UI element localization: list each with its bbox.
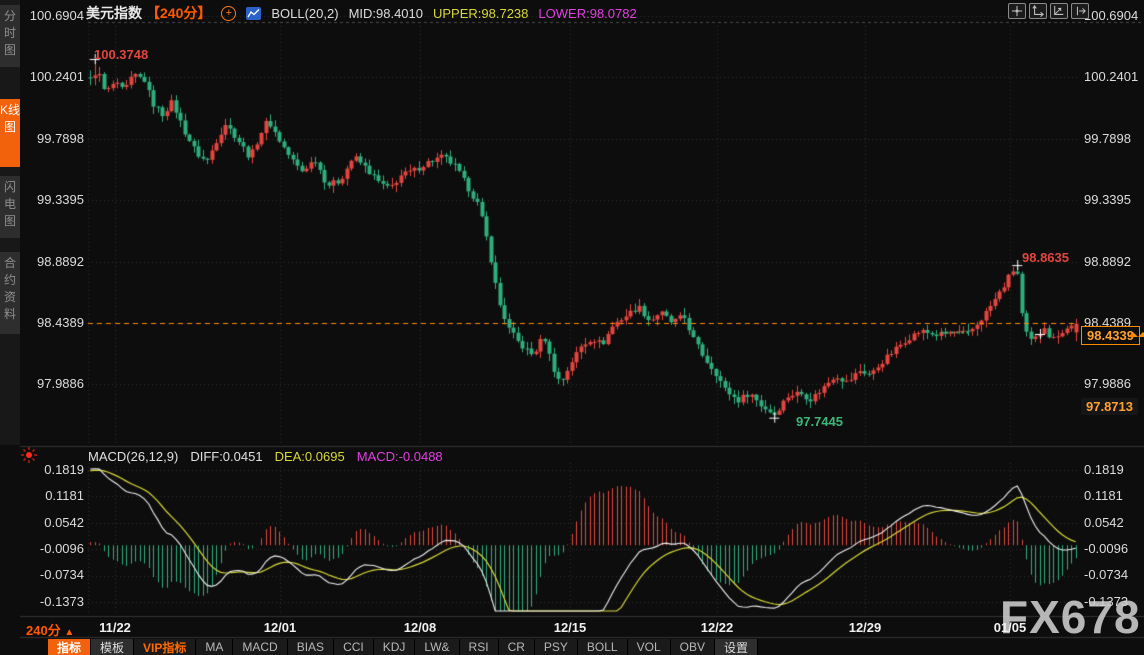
y-axis-label: 100.2401 — [29, 69, 84, 84]
toolbar-button-vol[interactable]: VOL — [627, 639, 671, 655]
x-axis-date: 11/22 — [99, 620, 131, 635]
boll-upper-value: UPPER:98.7238 — [433, 5, 529, 21]
x-axis-date: 12/22 — [700, 620, 734, 635]
sidebar-tab-time-chart[interactable]: 分时图 — [0, 5, 20, 67]
add-indicator-icon[interactable] — [221, 5, 237, 21]
date-axis: 240分 ▲ 11/22 12/01 12/08 12/15 12/22 12/… — [0, 618, 1144, 638]
macd-axis-label: -0.1373 — [39, 594, 84, 609]
macd-axis-label: -0.0734 — [1084, 567, 1129, 582]
toolbar-button-ma[interactable]: MA — [196, 639, 234, 655]
chart-style-icon[interactable] — [246, 6, 262, 20]
swing-low-label: 97.7445 — [796, 414, 843, 429]
axis-scale-left-icon[interactable] — [1029, 3, 1047, 19]
macd-value: MACD:-0.0488 — [356, 449, 443, 464]
toolbar-button-macd[interactable]: MACD — [233, 639, 288, 655]
y-axis-label: 98.8892 — [37, 254, 84, 269]
x-axis-date: 12/15 — [553, 620, 587, 635]
macd-axis-label: -0.0096 — [1084, 541, 1129, 556]
x-axis-date: 12/29 — [848, 620, 882, 635]
y-axis-label: 100.6904 — [29, 8, 84, 23]
toolbar-button-rsi[interactable]: RSI — [459, 639, 499, 655]
collapse-panel-icon[interactable] — [1071, 3, 1089, 19]
y-axis-label: 97.9886 — [1084, 376, 1131, 391]
alarm-icon[interactable] — [20, 446, 38, 464]
y-axis-label: 100.6904 — [1084, 8, 1139, 23]
band-low-badge: 97.8713 — [1081, 398, 1138, 415]
y-axis-label: 100.2401 — [1084, 69, 1139, 84]
macd-axis-label: 0.1819 — [44, 462, 84, 477]
x-axis-date: 12/01 — [263, 620, 297, 635]
swing-high-label: 100.3748 — [94, 47, 149, 62]
boll-lower-value: LOWER:98.0782 — [538, 5, 637, 21]
toolbar-button-psy[interactable]: PSY — [534, 639, 578, 655]
pan-icon[interactable] — [1008, 3, 1026, 19]
symbol-title: 美元指数 — [86, 5, 142, 21]
window-controls — [1008, 3, 1089, 19]
macd-axis-label: 0.1819 — [1084, 462, 1124, 477]
toolbar-button-boll[interactable]: BOLL — [577, 639, 628, 655]
macd-params-label[interactable]: MACD(26,12,9) — [88, 449, 179, 464]
boll-params-label[interactable]: BOLL(20,2) — [271, 5, 339, 21]
price-marker-icon[interactable] — [1128, 315, 1144, 337]
macd-diff-value: DIFF:0.0451 — [190, 449, 263, 464]
y-axis-label: 97.9886 — [37, 376, 84, 391]
macd-axis-label: 0.0542 — [1084, 515, 1124, 530]
y-axis-label: 98.8892 — [1084, 254, 1131, 269]
toolbar-button-kdj[interactable]: KDJ — [373, 639, 416, 655]
axis-scale-right-icon[interactable] — [1050, 3, 1068, 19]
toolbar-button-cr[interactable]: CR — [498, 639, 535, 655]
y-axis-label: 99.7898 — [37, 131, 84, 146]
y-axis-label: 99.7898 — [1084, 131, 1131, 146]
toolbar-button-lw[interactable]: LW& — [415, 639, 460, 655]
macd-axis-label: 0.1181 — [1084, 488, 1123, 503]
boll-mid-value: MID:98.4010 — [348, 5, 423, 21]
toolbar-button-bias[interactable]: BIAS — [287, 639, 335, 655]
sidebar-tab-kline-chart[interactable]: K线图 — [0, 99, 20, 167]
macd-dea-value: DEA:0.0695 — [274, 449, 345, 464]
period-badge[interactable]: 【240分】 — [146, 5, 212, 21]
toolbar-button-obv[interactable]: OBV — [670, 639, 715, 655]
macd-axis-label: 0.0542 — [44, 515, 84, 530]
y-axis-label: 99.3395 — [1084, 192, 1131, 207]
sidebar: 分时图 K线图 闪电图 合约资料 — [0, 0, 20, 445]
period-selector[interactable]: 240分 ▲ — [26, 623, 75, 638]
x-axis-date: 01/05 — [993, 620, 1027, 635]
macd-header: MACD(26,12,9) DIFF:0.0451 DEA:0.0695 MAC… — [88, 449, 443, 464]
y-axis-label: 99.3395 — [37, 192, 84, 207]
indicator-toolbar: 指标 模板 VIP指标 MA MACD BIAS CCI KDJ LW& RSI… — [48, 639, 758, 655]
x-axis-date: 12/08 — [403, 620, 437, 635]
chart-header: 美元指数 【240分】 BOLL(20,2) MID:98.4010 UPPER… — [86, 3, 637, 23]
toolbar-button-templates[interactable]: 模板 — [91, 639, 135, 655]
toolbar-button-indicators[interactable]: 指标 — [48, 639, 92, 655]
macd-axis-label: -0.0734 — [39, 567, 84, 582]
macd-axis-label: 0.1181 — [45, 488, 84, 503]
current-price-badge: 98.4339 — [1081, 326, 1140, 345]
macd-axis-label: -0.1373 — [1084, 594, 1129, 609]
toolbar-button-cci[interactable]: CCI — [334, 639, 374, 655]
sidebar-tab-contract-info[interactable]: 合约资料 — [0, 252, 20, 334]
toolbar-button-vip[interactable]: VIP指标 — [134, 639, 197, 655]
swing-high-label: 98.8635 — [1022, 250, 1069, 265]
y-axis-label: 98.4389 — [37, 315, 84, 330]
watermark: FX678 — [1000, 591, 1141, 643]
macd-axis-label: -0.0096 — [39, 541, 84, 556]
sidebar-tab-lightning-chart[interactable]: 闪电图 — [0, 176, 20, 238]
toolbar-button-settings[interactable]: 设置 — [714, 639, 758, 655]
